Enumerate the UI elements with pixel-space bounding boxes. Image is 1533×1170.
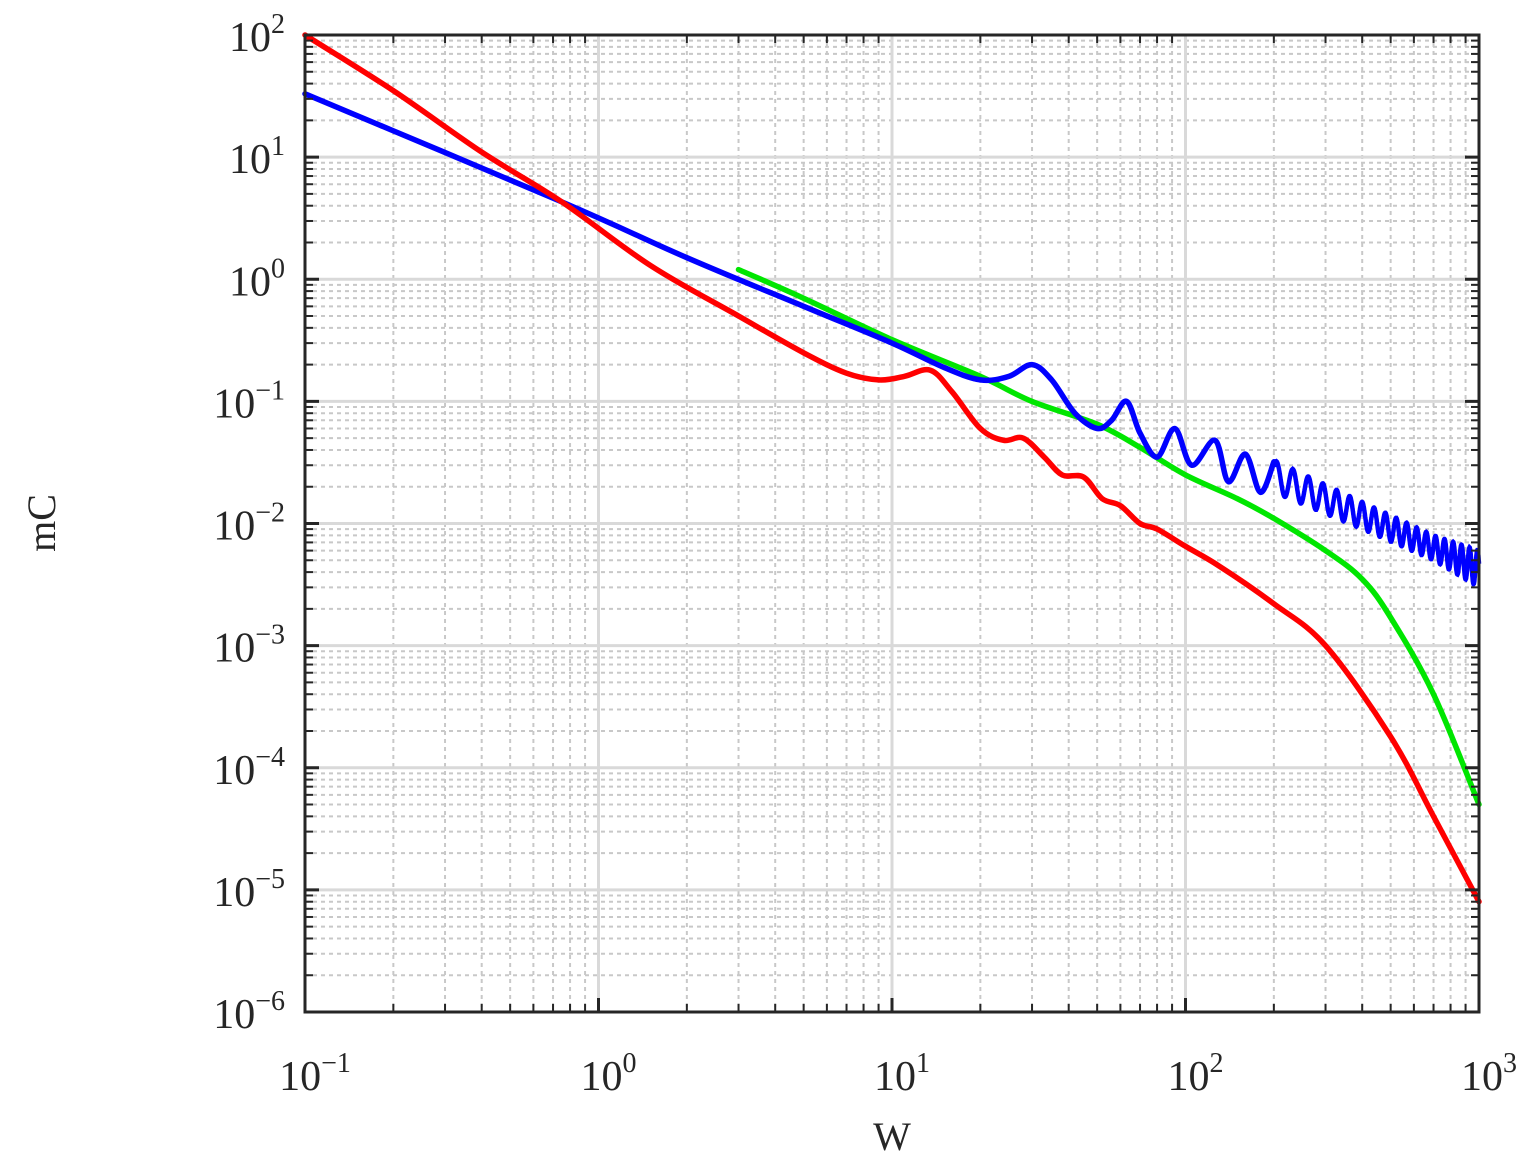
y-tick-label: 10−5 <box>213 864 285 916</box>
y-tick-label: 101 <box>229 131 285 183</box>
x-tick-label: 102 <box>1168 1048 1224 1100</box>
y-axis-title: mC <box>19 494 64 552</box>
y-tick-label: 10−2 <box>213 498 285 550</box>
plot-frame <box>303 33 1481 1014</box>
y-tick-label: 100 <box>229 253 285 305</box>
green-series-line <box>735 266 1482 808</box>
y-tick-label: 102 <box>229 9 285 61</box>
x-tick-labels: 10−1 100 101 102 103 <box>279 1048 1517 1100</box>
y-tick-label: 10−4 <box>213 742 285 794</box>
x-tick-label: 10−1 <box>279 1048 351 1100</box>
y-tick-label: 10−6 <box>213 986 285 1038</box>
major-grid <box>303 33 1481 1014</box>
blue-series-oscillation <box>1271 458 1482 587</box>
x-axis-title: W <box>873 1114 911 1159</box>
y-tick-label: 10−1 <box>213 375 285 427</box>
blue-series-line <box>302 91 1277 496</box>
x-tick-label: 100 <box>581 1048 637 1100</box>
red-series-line <box>302 32 1482 905</box>
x-tick-label: 101 <box>874 1048 930 1100</box>
y-tick-label: 10−3 <box>213 620 285 672</box>
series-layer <box>302 32 1482 905</box>
x-tick-label: 103 <box>1461 1048 1517 1100</box>
y-tick-labels: 102 101 100 10−1 10−2 10−3 10−4 10−5 10−6 <box>213 9 285 1038</box>
